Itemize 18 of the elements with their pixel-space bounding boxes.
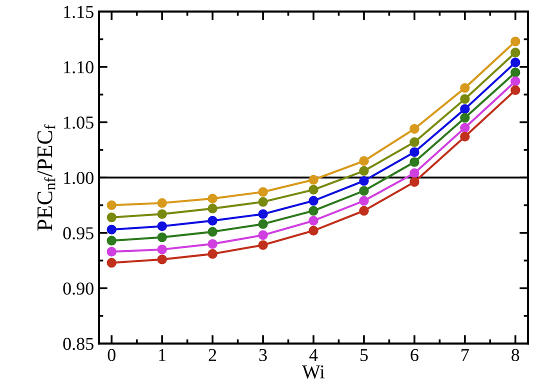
x-axis-title: Wi <box>302 365 325 379</box>
x-tick-label: 1 <box>159 349 166 361</box>
y-tick-label: 1.15 <box>64 6 94 18</box>
y-tick-label: 1.10 <box>64 61 94 74</box>
x-tick-label: 7 <box>462 349 469 361</box>
y-tick-label: 0.90 <box>63 282 94 295</box>
y-axis-title: PEC$_{nf}$/PEC$_{f}$ <box>37 124 56 231</box>
x-tick-label: 3 <box>259 348 267 362</box>
y-tick-label: 0.85 <box>63 338 94 350</box>
x-tick-label: 2 <box>208 348 216 361</box>
y-tick-label: 1.05 <box>64 116 94 129</box>
x-tick-label: 4 <box>309 349 318 361</box>
y-tick-label: 0.95 <box>63 227 94 240</box>
x-tick-label: 0 <box>108 348 116 362</box>
x-tick-label: 6 <box>410 348 418 362</box>
y-tick-label: 1.00 <box>64 172 94 184</box>
x-tick-label: 5 <box>360 349 368 362</box>
x-tick-label: 8 <box>512 348 520 362</box>
